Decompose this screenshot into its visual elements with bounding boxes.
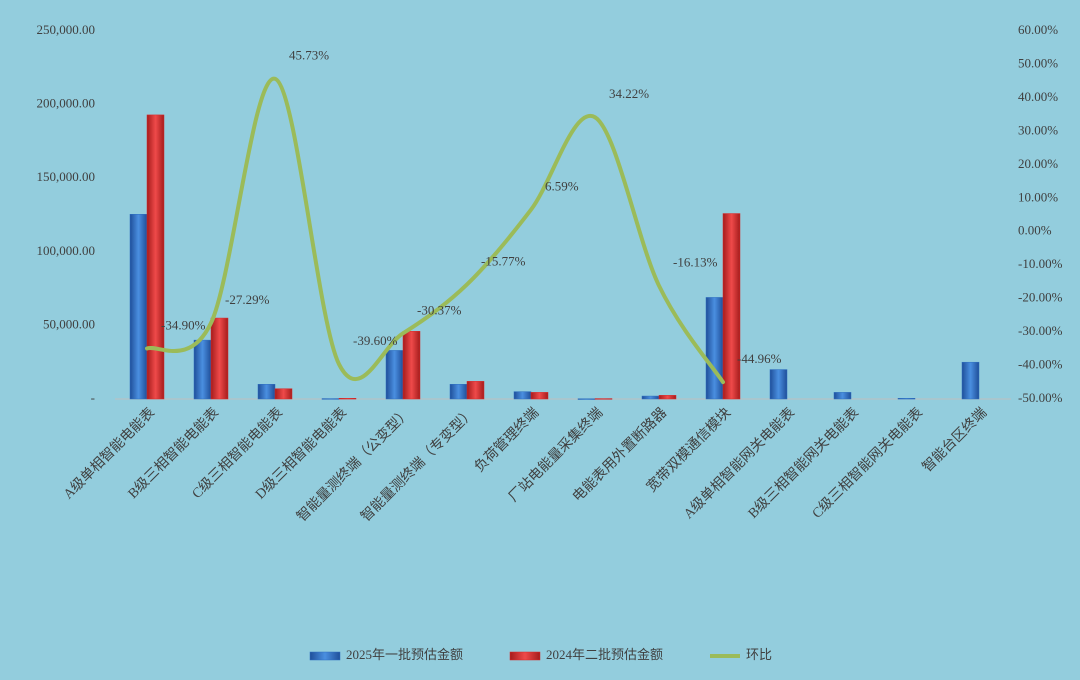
bar	[210, 317, 229, 400]
bar	[257, 384, 276, 400]
y2-tick-label: 60.00%	[1018, 22, 1058, 37]
y2-tick-label: -30.00%	[1018, 323, 1063, 338]
bar	[530, 392, 549, 400]
bar	[146, 114, 165, 400]
data-label: -15.77%	[481, 253, 526, 268]
bar	[897, 398, 916, 400]
y-tick-label: 200,000.00	[37, 96, 96, 111]
y2-tick-label: 0.00%	[1018, 223, 1052, 238]
y2-tick-label: -50.00%	[1018, 390, 1063, 405]
bar	[658, 395, 677, 400]
data-label: 45.73%	[289, 48, 329, 63]
bar	[833, 392, 852, 400]
legend-label: 环比	[746, 647, 772, 662]
bar	[193, 339, 212, 400]
y2-tick-label: 40.00%	[1018, 89, 1058, 104]
data-label: -34.90%	[161, 317, 206, 332]
bar	[513, 391, 532, 400]
line	[145, 76, 725, 385]
data-label: -44.96%	[737, 351, 782, 366]
data-label: -16.13%	[673, 255, 718, 270]
y2-tick-label: 30.00%	[1018, 122, 1058, 137]
data-label: -39.60%	[353, 333, 398, 348]
bar	[961, 361, 980, 400]
bar	[466, 381, 485, 400]
bar	[321, 398, 340, 400]
y2-tick-label: 10.00%	[1018, 189, 1058, 204]
y2-tick-label: 20.00%	[1018, 156, 1058, 171]
y-tick-label: -	[91, 390, 95, 405]
legend-label: 2024年二批预估金额	[546, 647, 663, 662]
y2-tick-label: 50.00%	[1018, 55, 1058, 70]
bar	[129, 214, 148, 400]
y2-tick-label: -10.00%	[1018, 256, 1063, 271]
data-label: -30.37%	[417, 302, 462, 317]
y-tick-label: 50,000.00	[43, 316, 95, 331]
y2-tick-label: -40.00%	[1018, 357, 1063, 372]
bar	[402, 331, 421, 400]
bar	[274, 388, 293, 400]
data-label: -27.29%	[225, 292, 270, 307]
y-tick-label: 150,000.00	[37, 169, 96, 184]
legend-swatch	[309, 651, 341, 661]
bar	[577, 398, 596, 400]
legend-label: 2025年一批预估金额	[346, 647, 463, 662]
data-label: 6.59%	[545, 179, 579, 194]
bar	[449, 384, 468, 400]
bar	[385, 350, 404, 400]
legend-swatch	[509, 651, 541, 661]
bar	[705, 297, 724, 400]
bar	[641, 395, 660, 400]
bar	[338, 398, 357, 400]
y2-tick-label: -20.00%	[1018, 290, 1063, 305]
bar	[594, 398, 613, 400]
y-tick-label: 100,000.00	[37, 243, 96, 258]
bar	[722, 213, 741, 400]
y-tick-label: 250,000.00	[37, 22, 96, 37]
bar	[769, 369, 788, 400]
data-label: 34.22%	[609, 86, 649, 101]
